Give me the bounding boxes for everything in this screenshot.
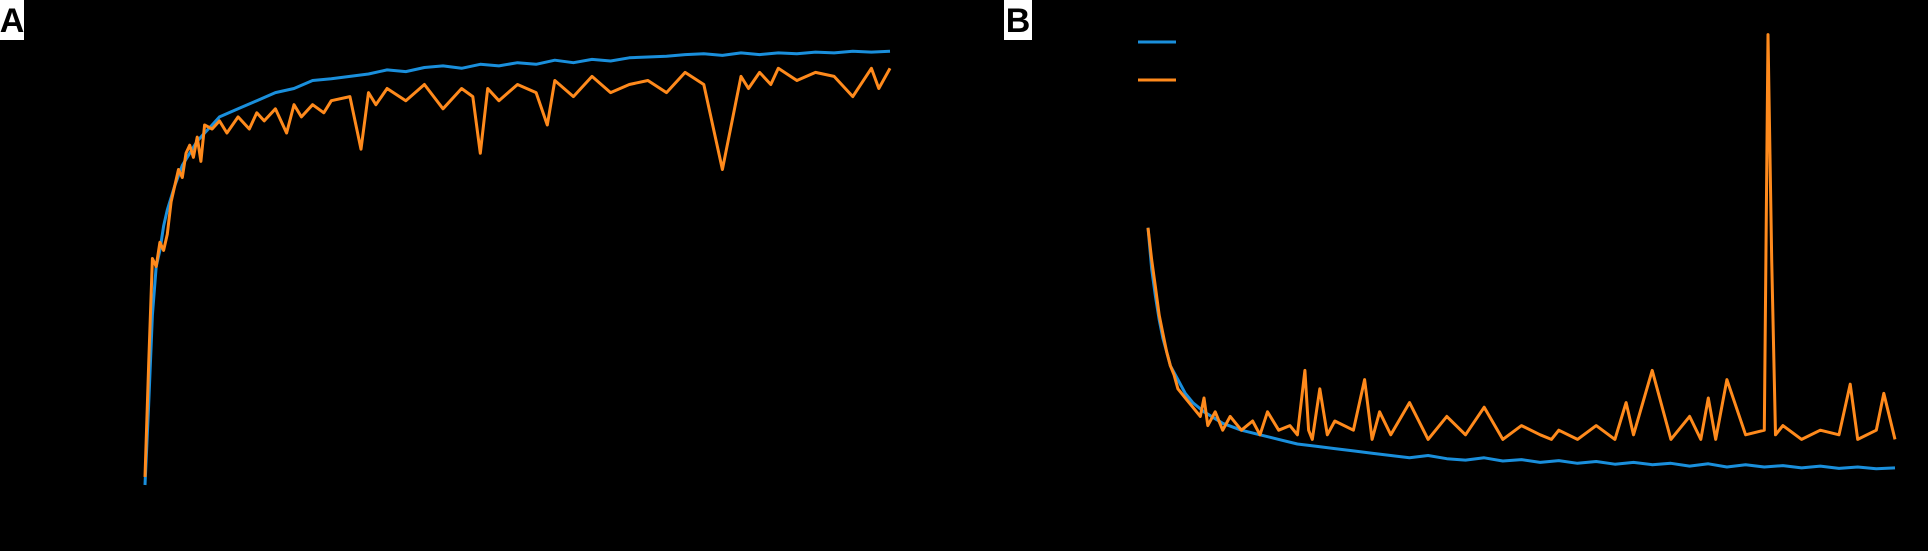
panel-b: B	[1004, 0, 1897, 471]
panel-a: A	[0, 0, 892, 486]
panel-b-plot	[1146, 33, 1897, 471]
panel-a-validation-line	[143, 66, 892, 477]
panel-a-label: A	[0, 2, 24, 40]
panel-a-label-box	[0, 0, 24, 40]
panel-a-plot	[143, 49, 892, 486]
panel-b-legend	[1138, 40, 1176, 82]
panel-b-train-line	[1146, 227, 1896, 471]
panel-b-label-box	[1004, 0, 1032, 40]
panel-b-validation-line	[1146, 33, 1897, 441]
panel-b-label: B	[1006, 2, 1031, 40]
